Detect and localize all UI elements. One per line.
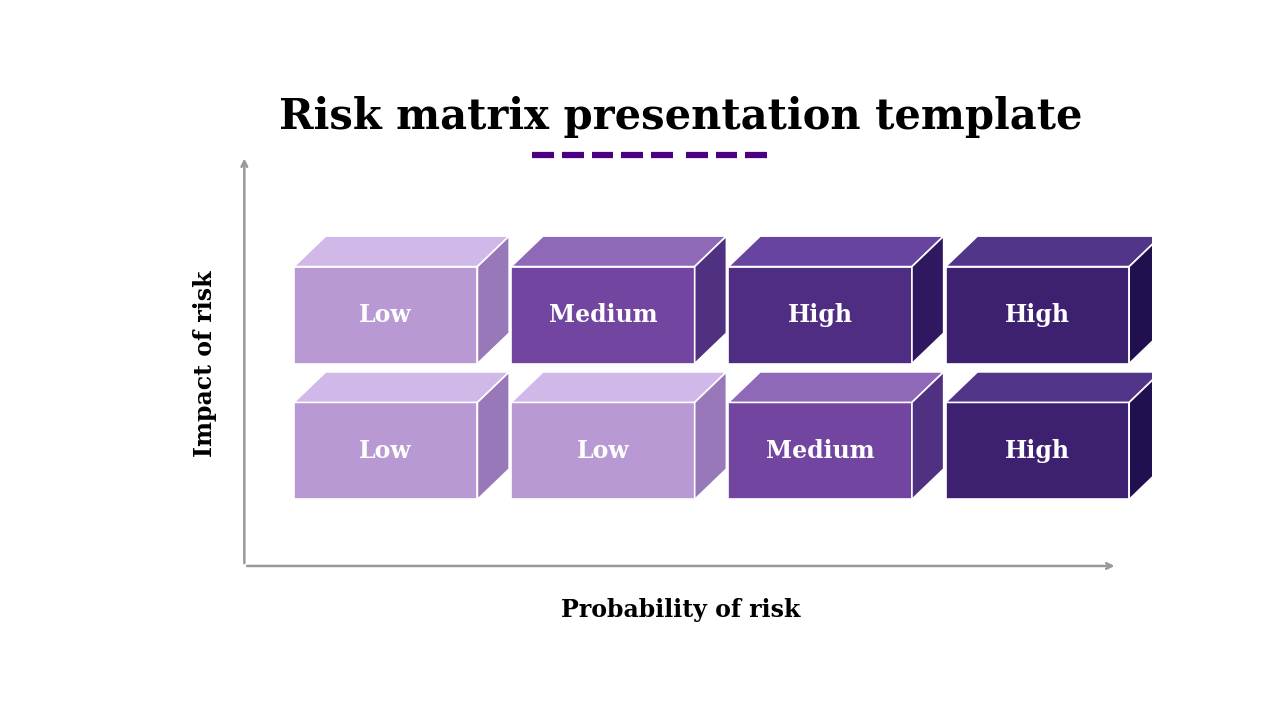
- Text: Low: Low: [360, 439, 412, 463]
- Polygon shape: [911, 372, 943, 500]
- Polygon shape: [728, 266, 911, 364]
- Polygon shape: [946, 266, 1129, 364]
- Polygon shape: [511, 266, 695, 364]
- Polygon shape: [946, 402, 1129, 500]
- Text: High: High: [787, 303, 852, 327]
- Polygon shape: [294, 372, 509, 402]
- Polygon shape: [477, 236, 509, 364]
- Polygon shape: [1129, 372, 1161, 500]
- Polygon shape: [911, 236, 943, 364]
- Polygon shape: [294, 402, 477, 500]
- Polygon shape: [511, 402, 695, 500]
- Text: Medium: Medium: [549, 303, 657, 327]
- Text: Probability of risk: Probability of risk: [561, 598, 800, 622]
- Polygon shape: [728, 402, 911, 500]
- Polygon shape: [695, 372, 727, 500]
- Text: Impact of risk: Impact of risk: [192, 270, 216, 457]
- Polygon shape: [294, 236, 509, 266]
- Polygon shape: [1129, 236, 1161, 364]
- Polygon shape: [695, 236, 727, 364]
- Polygon shape: [294, 266, 477, 364]
- Polygon shape: [946, 236, 1161, 266]
- Text: Low: Low: [360, 303, 412, 327]
- Text: Risk matrix presentation template: Risk matrix presentation template: [279, 96, 1083, 138]
- Text: Low: Low: [576, 439, 630, 463]
- Polygon shape: [728, 236, 943, 266]
- Text: High: High: [1005, 303, 1070, 327]
- Polygon shape: [511, 236, 727, 266]
- Text: High: High: [1005, 439, 1070, 463]
- Polygon shape: [946, 372, 1161, 402]
- Text: Medium: Medium: [765, 439, 874, 463]
- Polygon shape: [728, 372, 943, 402]
- Polygon shape: [511, 372, 727, 402]
- Polygon shape: [477, 372, 509, 500]
